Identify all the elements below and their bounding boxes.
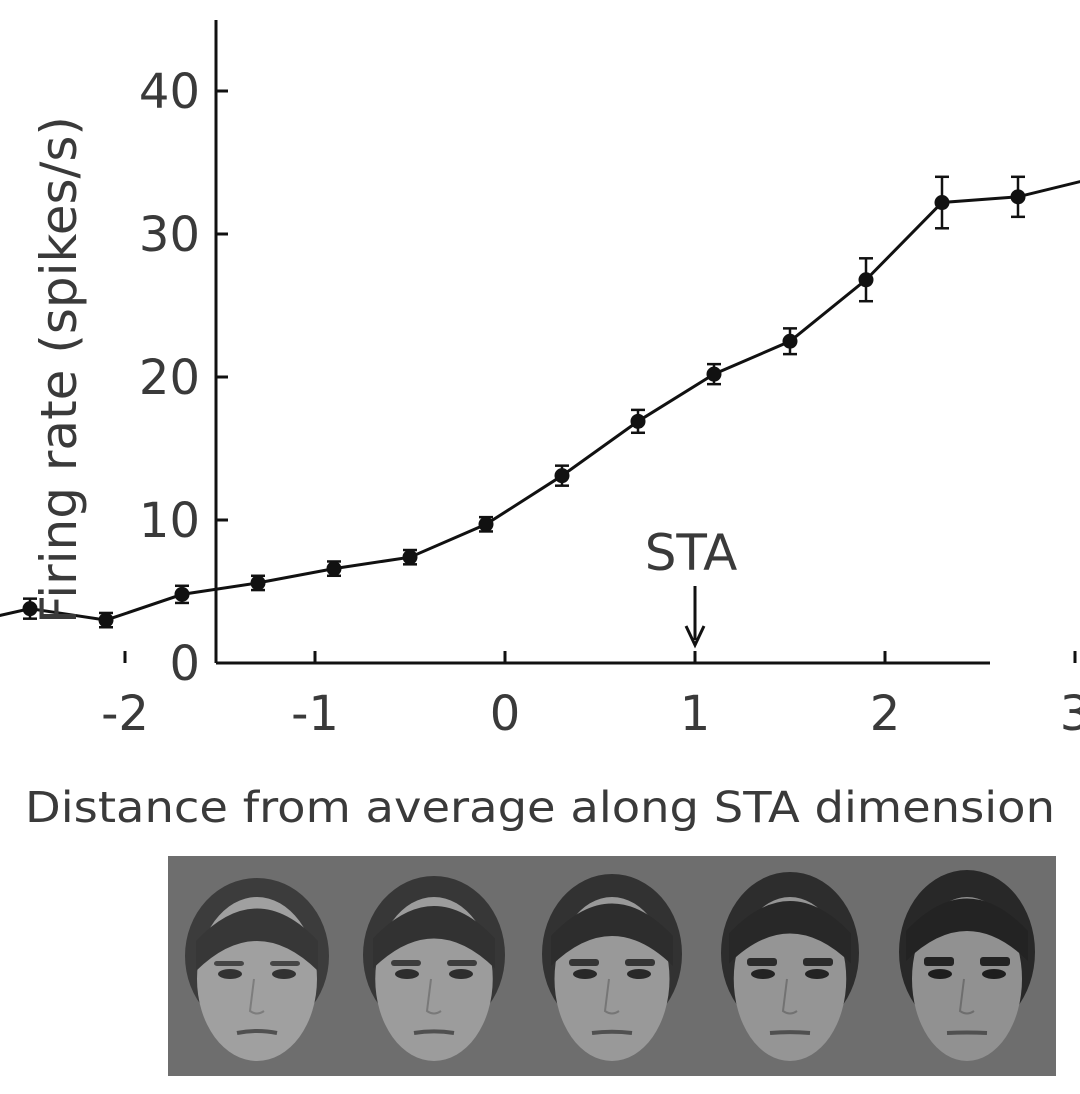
data-point bbox=[98, 612, 114, 628]
y-ticks: 0 10 20 30 40 bbox=[139, 64, 228, 692]
face-icon bbox=[363, 876, 506, 1061]
faces-strip bbox=[168, 856, 1056, 1076]
data-point bbox=[478, 516, 494, 532]
face-image bbox=[182, 861, 332, 1071]
data-point bbox=[1010, 189, 1026, 205]
data-point bbox=[402, 549, 418, 565]
y-tick-label: 40 bbox=[139, 64, 200, 120]
x-ticks: -4-3-2-101234 bbox=[101, 651, 1080, 742]
data-point bbox=[858, 272, 874, 288]
face-icon bbox=[541, 874, 682, 1061]
face-image bbox=[537, 861, 687, 1071]
data-point bbox=[630, 413, 646, 429]
series-line bbox=[0, 180, 1080, 622]
y-tick-label: 10 bbox=[139, 493, 200, 549]
x-tick-label: 3 bbox=[1060, 686, 1080, 742]
x-axis-title: Distance from average along STA dimensio… bbox=[25, 783, 1055, 833]
data-point bbox=[782, 333, 798, 349]
data-point bbox=[554, 468, 570, 484]
x-tick-label: -1 bbox=[291, 686, 339, 742]
face-image bbox=[892, 861, 1042, 1071]
x-tick-label: 1 bbox=[680, 686, 711, 742]
data-point bbox=[174, 586, 190, 602]
face-icon bbox=[899, 870, 1036, 1061]
data-point bbox=[326, 561, 342, 577]
y-axis-title: Firing rate (spikes/s) bbox=[30, 116, 88, 624]
x-tick-label: -2 bbox=[101, 686, 149, 742]
sta-annotation-label: STA bbox=[645, 524, 738, 582]
face-image bbox=[359, 861, 509, 1071]
face-image bbox=[715, 861, 865, 1071]
sta-arrow-icon bbox=[684, 586, 706, 649]
x-tick-label: 2 bbox=[870, 686, 901, 742]
y-tick-label: 30 bbox=[139, 207, 200, 263]
data-point bbox=[934, 195, 950, 211]
data-point bbox=[250, 575, 266, 591]
x-tick-label: 0 bbox=[490, 686, 521, 742]
sta-arrow-head bbox=[684, 625, 706, 649]
face-icon bbox=[184, 878, 329, 1061]
data-points bbox=[22, 189, 1026, 628]
face-icon bbox=[720, 872, 859, 1061]
y-tick-label: 20 bbox=[139, 350, 200, 406]
data-point bbox=[22, 601, 38, 617]
y-tick-label: 0 bbox=[169, 636, 200, 692]
data-point bbox=[706, 366, 722, 382]
